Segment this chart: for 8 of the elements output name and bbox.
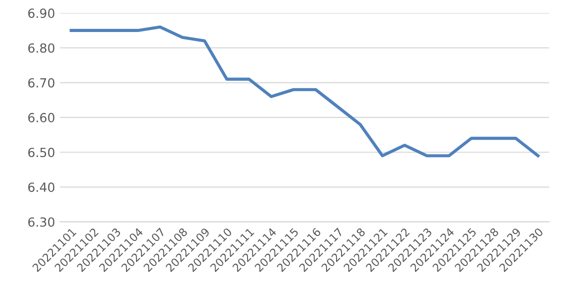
y-tick-label: 6.60 [28, 112, 54, 122]
y-tick-label: 6.90 [28, 8, 54, 18]
line-series [70, 25, 540, 158]
y-tick-label: 6.70 [28, 78, 54, 88]
y-tick-label: 6.50 [28, 148, 54, 158]
y-tick-label: 6.80 [28, 43, 54, 53]
y-tick-label: 6.30 [28, 217, 54, 227]
y-tick-label: 6.40 [28, 182, 54, 192]
